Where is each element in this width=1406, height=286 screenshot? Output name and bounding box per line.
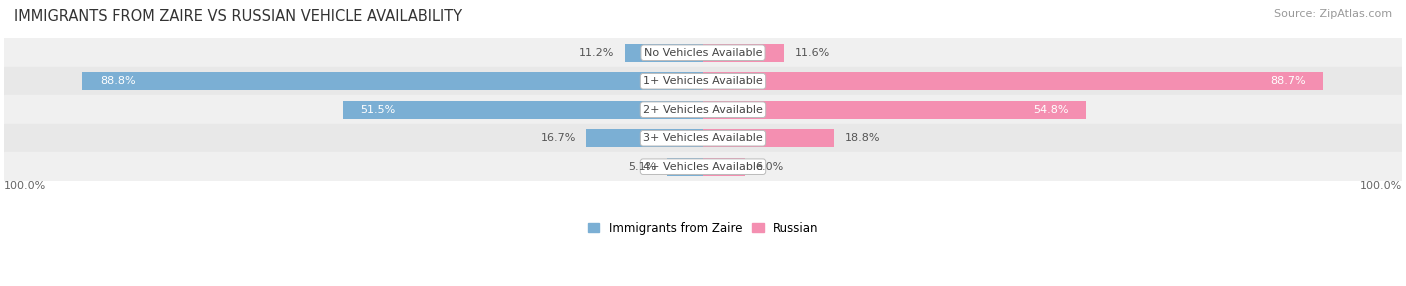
- Text: No Vehicles Available: No Vehicles Available: [644, 48, 762, 58]
- Text: 16.7%: 16.7%: [540, 133, 576, 143]
- Bar: [703, 129, 834, 147]
- Text: 88.8%: 88.8%: [100, 76, 135, 86]
- Bar: [703, 158, 745, 176]
- Bar: [586, 129, 703, 147]
- Bar: [4, 96, 1402, 124]
- Text: 6.0%: 6.0%: [755, 162, 783, 172]
- Text: 3+ Vehicles Available: 3+ Vehicles Available: [643, 133, 763, 143]
- Text: 54.8%: 54.8%: [1033, 105, 1069, 115]
- Text: 11.6%: 11.6%: [794, 48, 830, 58]
- Text: 51.5%: 51.5%: [360, 105, 396, 115]
- Bar: [703, 72, 1323, 90]
- Bar: [4, 152, 1402, 181]
- Bar: [83, 72, 703, 90]
- Text: 100.0%: 100.0%: [1360, 181, 1402, 191]
- Bar: [668, 158, 703, 176]
- Bar: [703, 101, 1085, 119]
- Bar: [4, 39, 1402, 67]
- Text: 100.0%: 100.0%: [4, 181, 46, 191]
- Text: 88.7%: 88.7%: [1270, 76, 1305, 86]
- Text: 11.2%: 11.2%: [579, 48, 614, 58]
- Text: 18.8%: 18.8%: [845, 133, 880, 143]
- Bar: [624, 44, 703, 61]
- Text: 5.1%: 5.1%: [628, 162, 657, 172]
- Bar: [4, 67, 1402, 96]
- Text: IMMIGRANTS FROM ZAIRE VS RUSSIAN VEHICLE AVAILABILITY: IMMIGRANTS FROM ZAIRE VS RUSSIAN VEHICLE…: [14, 9, 463, 23]
- Text: 4+ Vehicles Available: 4+ Vehicles Available: [643, 162, 763, 172]
- Text: 1+ Vehicles Available: 1+ Vehicles Available: [643, 76, 763, 86]
- Bar: [703, 44, 785, 61]
- Bar: [343, 101, 703, 119]
- Text: Source: ZipAtlas.com: Source: ZipAtlas.com: [1274, 9, 1392, 19]
- Bar: [4, 124, 1402, 152]
- Text: 2+ Vehicles Available: 2+ Vehicles Available: [643, 105, 763, 115]
- Legend: Immigrants from Zaire, Russian: Immigrants from Zaire, Russian: [588, 222, 818, 235]
